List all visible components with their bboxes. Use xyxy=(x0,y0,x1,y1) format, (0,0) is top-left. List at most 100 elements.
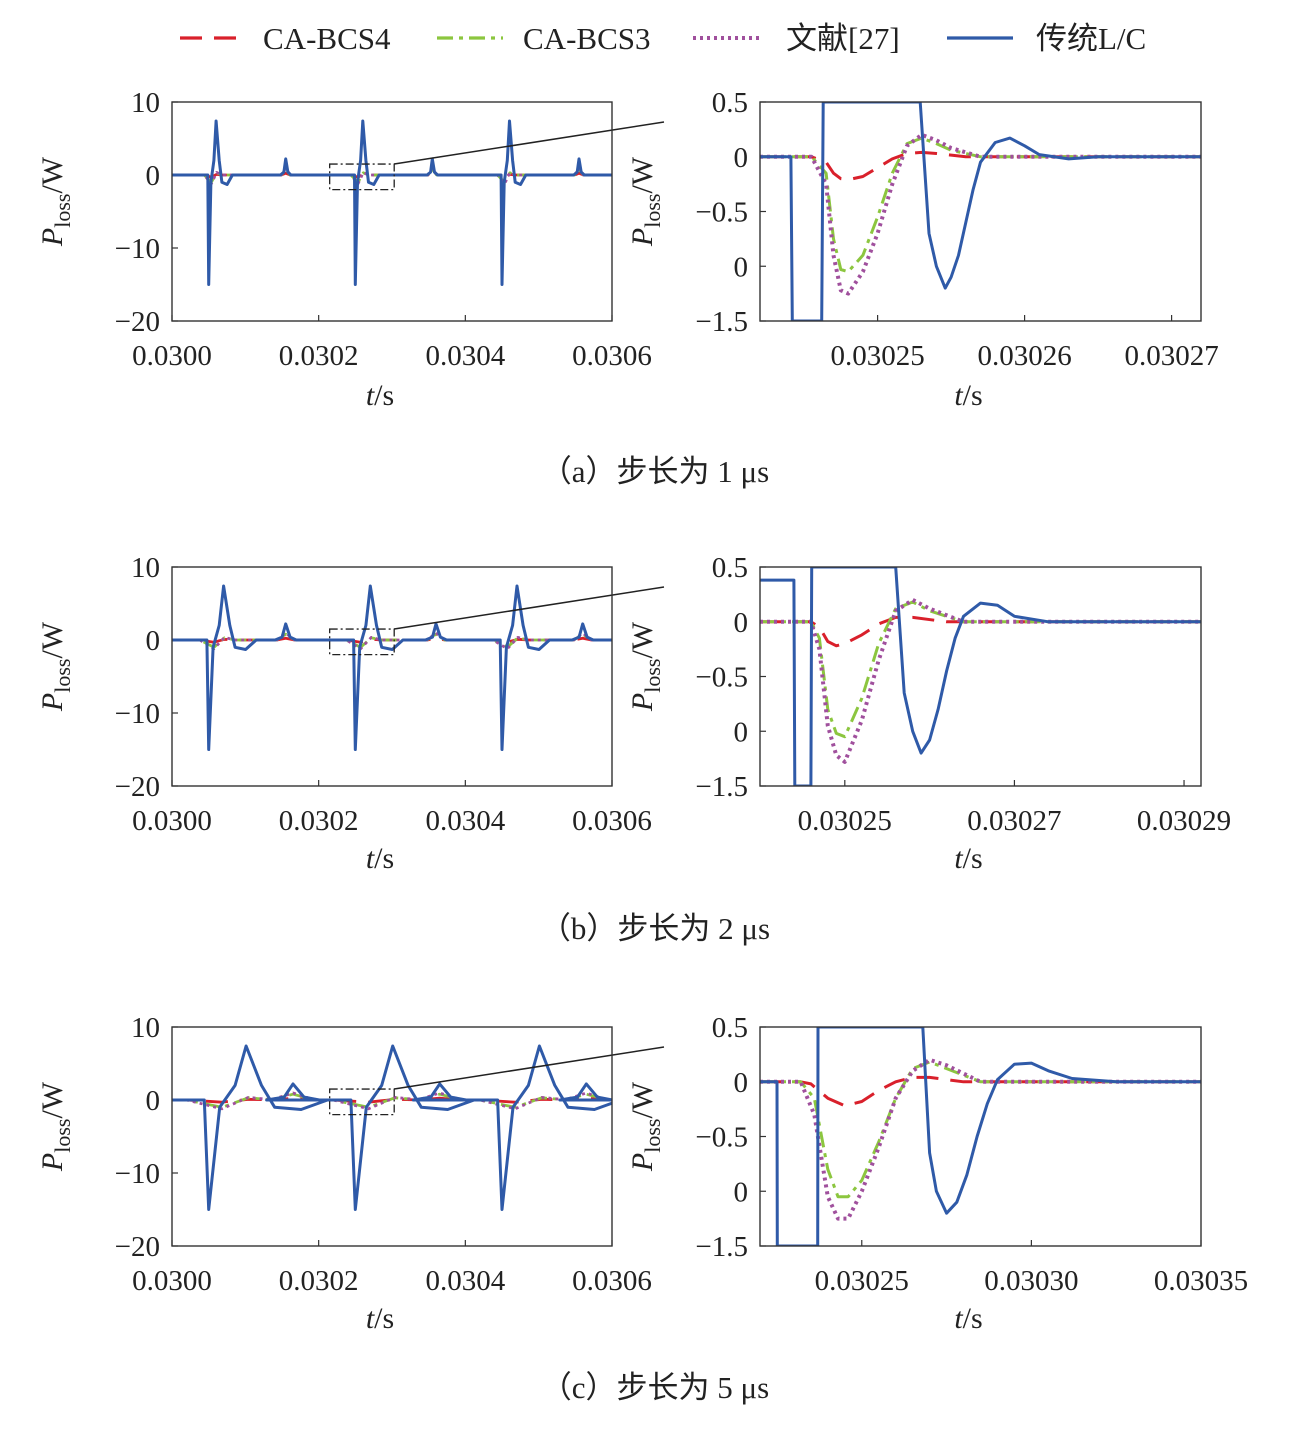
y-tick-label: −0.5 xyxy=(695,1122,748,1154)
y-axis-label-sub: loss xyxy=(640,194,665,228)
panel-a-right: 0.5 0 −0.5 0 −1.5 0.03025 0.03026 0.03027 t/s Plo… xyxy=(626,87,1219,412)
y-tick-label: 0 xyxy=(734,1067,749,1099)
x-axis-label-unit: /s xyxy=(963,379,983,412)
zoom-connector xyxy=(394,1046,665,1090)
x-tick-label: 0.03035 xyxy=(1154,1265,1248,1297)
x-axis-label-unit: /s xyxy=(374,842,394,875)
y-tick-label: 10 xyxy=(131,552,160,584)
legend-label-1: CA-BCS3 xyxy=(523,21,650,56)
y-axis-label-var: P xyxy=(36,1153,69,1172)
x-tick-label: 0.03029 xyxy=(1137,805,1231,837)
y-tick-label: −10 xyxy=(115,233,160,265)
series-CA-BCS3 xyxy=(760,136,1201,274)
y-tick-label: −1.5 xyxy=(695,306,748,338)
series-文献[27] xyxy=(760,1057,1201,1221)
legend: CA-BCS4 CA-BCS3 文献[27] 传统L/C xyxy=(180,21,1146,56)
y-axis-label-var: P xyxy=(626,1153,659,1172)
axes-frame xyxy=(759,1026,1202,1247)
x-tick-label: 0.03025 xyxy=(798,805,892,837)
y-axis-label-sub: loss xyxy=(50,194,75,228)
y-tick-label: 10 xyxy=(131,87,160,119)
panel-c-left: 10 0 −10 −200.0300 0.0302 0.0304 0.0306 t/s Plos… xyxy=(36,1012,665,1335)
series-CA-BCS3 xyxy=(172,632,612,649)
series-CA-BCS3 xyxy=(760,600,1201,739)
caption-c-left: （c）步长为 5 μs xyxy=(541,1370,769,1405)
zoom-box xyxy=(329,1088,395,1116)
y-tick-label: 10 xyxy=(131,1012,160,1044)
series-传统L/C xyxy=(760,102,1201,321)
panel-c-right: 0.5 0 −0.5 0 −1.5 0.03025 0.03030 0.03035 t/s Plo… xyxy=(626,1012,1248,1335)
y-axis-label: Ploss/W xyxy=(626,1081,665,1172)
y-tick-label: −10 xyxy=(115,698,160,730)
panel-a-left: 10 0 −10 −200.0300 0.0302 0.0304 0.0306 t/s Plos… xyxy=(36,87,665,412)
x-tick-label: 0.0302 xyxy=(279,1265,359,1297)
x-axis-label: t/s xyxy=(954,379,982,412)
y-axis-label: Ploss/W xyxy=(626,621,665,712)
y-tick-label: −20 xyxy=(115,771,160,803)
y-tick-label: −20 xyxy=(115,1231,160,1263)
series-传统L/C xyxy=(172,584,612,751)
x-axis-label: t/s xyxy=(954,1302,982,1335)
x-tick-label: 0.0304 xyxy=(425,340,505,372)
y-tick-label: 0 xyxy=(146,625,161,657)
x-tick-label: 0.0306 xyxy=(572,1265,652,1297)
x-axis-label-unit: /s xyxy=(963,1302,983,1335)
x-tick-label: 0.03030 xyxy=(984,1265,1078,1297)
caption-b-left: （b）步长为 2 μs xyxy=(540,911,770,946)
y-tick-label: −1.5 xyxy=(695,1231,748,1263)
y-tick-label: 0 xyxy=(734,716,749,748)
y-tick-label: −20 xyxy=(115,306,160,338)
axes-frame xyxy=(171,566,613,787)
axes-frame xyxy=(171,1026,613,1247)
plot-area xyxy=(760,102,1201,321)
x-tick-label: 0.0306 xyxy=(572,340,652,372)
y-axis-label-var: P xyxy=(626,228,659,247)
y-axis-label-unit: /W xyxy=(36,1081,69,1118)
y-tick-label: 0 xyxy=(734,251,749,283)
caption-a-left: （a）步长为 1 μs xyxy=(541,454,769,489)
x-tick-label: 0.0306 xyxy=(572,805,652,837)
x-axis-label-var: t xyxy=(954,1302,963,1335)
plot-area xyxy=(760,1027,1201,1246)
x-tick-label: 0.0300 xyxy=(132,1265,212,1297)
axes-frame xyxy=(171,101,613,322)
zoom-box xyxy=(329,163,395,191)
x-tick-label: 0.03025 xyxy=(815,1265,909,1297)
y-tick-label: 0.5 xyxy=(712,552,748,584)
axes-frame xyxy=(759,101,1202,322)
x-axis-label: t/s xyxy=(366,842,394,875)
panel-b-left: 10 0 −10 −200.0300 0.0302 0.0304 0.0306 t/s Plos… xyxy=(36,552,665,875)
y-axis-label-unit: /W xyxy=(36,156,69,193)
y-axis-label: Ploss/W xyxy=(36,621,75,712)
x-axis-label-var: t xyxy=(366,842,375,875)
x-tick-label: 0.0304 xyxy=(425,1265,505,1297)
y-tick-label: −0.5 xyxy=(695,662,748,694)
y-axis-label: Ploss/W xyxy=(36,1081,75,1172)
legend-label-3: 传统L/C xyxy=(1036,21,1146,56)
x-axis-label: t/s xyxy=(366,379,394,412)
y-tick-label: −0.5 xyxy=(695,197,748,229)
y-tick-label: 0 xyxy=(146,1085,161,1117)
zoom-connector xyxy=(394,121,665,165)
x-axis-label-unit: /s xyxy=(963,842,983,875)
y-tick-label: 0.5 xyxy=(712,1012,748,1044)
series-文献[27] xyxy=(760,132,1201,296)
x-axis-label-unit: /s xyxy=(374,379,394,412)
y-tick-label: −10 xyxy=(115,1158,160,1190)
y-axis-label-sub: loss xyxy=(50,659,75,693)
zoom-connector xyxy=(394,586,665,630)
y-axis-label: Ploss/W xyxy=(626,156,665,247)
y-axis-label-sub: loss xyxy=(640,659,665,693)
plot-area xyxy=(172,584,612,751)
x-axis-label: t/s xyxy=(366,1302,394,1335)
x-tick-label: 0.03026 xyxy=(977,340,1071,372)
series-CA-BCS4 xyxy=(760,1075,1201,1108)
series-文献[27] xyxy=(760,597,1201,764)
y-axis-label: Ploss/W xyxy=(36,156,75,247)
y-tick-label: 0 xyxy=(734,607,749,639)
y-axis-label-unit: /W xyxy=(36,621,69,658)
x-tick-label: 0.03027 xyxy=(967,805,1061,837)
plot-area xyxy=(172,119,612,286)
x-tick-label: 0.0302 xyxy=(279,340,359,372)
x-axis-label-var: t xyxy=(366,1302,375,1335)
